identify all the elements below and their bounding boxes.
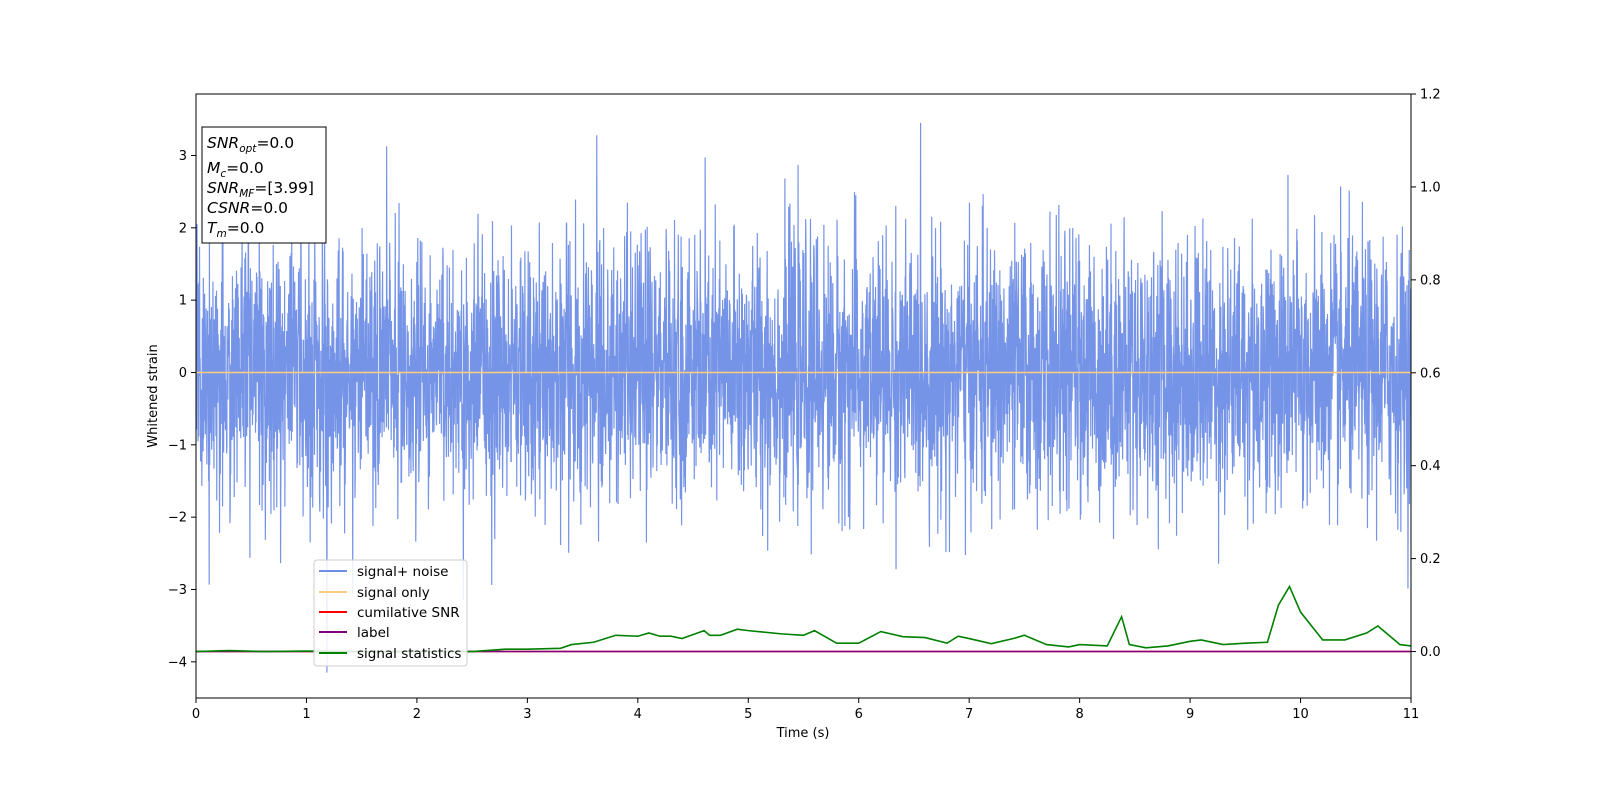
y-tick-label: −3	[168, 583, 187, 598]
x-tick-label: 3	[523, 707, 531, 722]
y2-tick-label: 0.0	[1420, 645, 1441, 660]
annotation-mc: Mc=0.0	[207, 159, 264, 180]
y2-tick-label: 0.4	[1420, 459, 1441, 474]
legend-label-label: label	[357, 625, 390, 641]
y-tick-label: 0	[179, 366, 187, 381]
annotation-snr-mf: SNRMF=[3.99]	[207, 179, 314, 200]
legend-label-cumulative-snr: cumilative SNR	[357, 605, 460, 621]
series-signal-noise	[196, 122, 1411, 673]
axes: 0 1 2 3 4 5 6 7 8 9 10 11 −4 −3 −2 −1 0 1 2 3 0.0 0.2 0.4 0.6 0.…	[168, 88, 1441, 723]
y-axis-label: Whitened strain	[146, 344, 161, 447]
x-tick-label: 6	[855, 707, 863, 722]
x-tick-label: 0	[192, 707, 200, 722]
legend-label-signal-statistics: signal statistics	[357, 646, 461, 662]
x-tick-label: 8	[1075, 707, 1083, 722]
y-tick-label: 2	[179, 221, 187, 236]
x-tick-label: 5	[744, 707, 752, 722]
y-tick-label: −1	[168, 438, 187, 453]
x-tick-label: 2	[413, 707, 421, 722]
plot-frame	[195, 93, 1412, 699]
annotation-snr-opt: SNRopt=0.0	[207, 134, 294, 155]
legend: signal+ noise signal only cumilative SNR…	[313, 559, 468, 667]
annotation-tm: Tm=0.0	[207, 219, 264, 240]
y-tick-label: −2	[168, 511, 187, 526]
x-tick-label: 1	[302, 707, 310, 722]
x-axis-label: Time (s)	[776, 726, 830, 741]
y-tick-label: 3	[179, 149, 187, 164]
y2-tick-label: 0.2	[1420, 552, 1441, 567]
y2-tick-label: 0.8	[1420, 273, 1441, 288]
x-tick-label: 10	[1292, 707, 1309, 722]
y2-tick-label: 1.0	[1420, 180, 1441, 195]
legend-label-signal-only: signal only	[357, 585, 430, 601]
y-tick-label: −4	[168, 655, 187, 670]
y2-tick-label: 0.6	[1420, 366, 1441, 381]
x-tick-label: 9	[1186, 707, 1194, 722]
x-tick-label: 11	[1403, 707, 1420, 722]
annotation-csnr: CSNR=0.0	[207, 199, 288, 217]
x-tick-label: 7	[965, 707, 973, 722]
series-signal-statistics	[196, 584, 1411, 653]
y-tick-label: 1	[179, 294, 187, 309]
legend-label-signal-noise: signal+ noise	[357, 564, 448, 580]
annotation-box: SNRopt=0.0 Mc=0.0 SNRMF=[3.99] CSNR=0.0 …	[201, 126, 327, 244]
x-tick-label: 4	[634, 707, 642, 722]
y2-tick-label: 1.2	[1420, 88, 1441, 103]
